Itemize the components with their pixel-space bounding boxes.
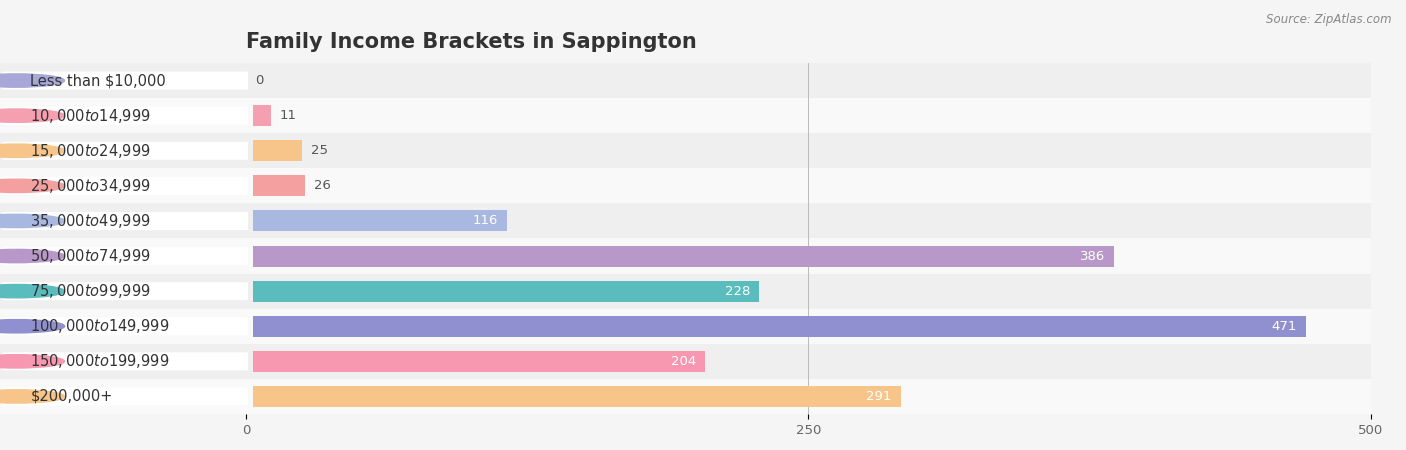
Text: $10,000 to $14,999: $10,000 to $14,999 — [31, 107, 152, 125]
Circle shape — [0, 355, 65, 368]
Circle shape — [0, 109, 65, 122]
FancyBboxPatch shape — [3, 107, 247, 125]
Bar — [0, 274, 253, 309]
Text: 11: 11 — [280, 109, 297, 122]
Text: 291: 291 — [866, 390, 891, 403]
Text: 386: 386 — [1080, 250, 1105, 262]
Bar — [246, 238, 1371, 274]
FancyBboxPatch shape — [3, 317, 247, 335]
Bar — [246, 274, 1371, 309]
Text: Less than $10,000: Less than $10,000 — [31, 73, 166, 88]
Text: 25: 25 — [311, 144, 328, 157]
Bar — [246, 386, 901, 407]
FancyBboxPatch shape — [3, 177, 247, 195]
Bar — [0, 168, 253, 203]
Bar — [246, 98, 1371, 133]
Circle shape — [0, 249, 65, 263]
Text: $200,000+: $200,000+ — [31, 389, 112, 404]
Bar — [246, 133, 1371, 168]
Text: 26: 26 — [314, 180, 330, 192]
Bar — [0, 98, 253, 133]
FancyBboxPatch shape — [3, 282, 247, 300]
Bar — [246, 316, 1306, 337]
Bar — [246, 344, 1371, 379]
Text: $100,000 to $149,999: $100,000 to $149,999 — [31, 317, 170, 335]
Text: $15,000 to $24,999: $15,000 to $24,999 — [31, 142, 152, 160]
Bar — [246, 351, 704, 372]
Bar — [246, 379, 1371, 414]
Circle shape — [0, 144, 65, 158]
Bar — [246, 140, 302, 161]
Bar — [0, 238, 253, 274]
Text: Family Income Brackets in Sappington: Family Income Brackets in Sappington — [246, 32, 697, 51]
Bar — [0, 309, 253, 344]
FancyBboxPatch shape — [3, 72, 247, 90]
Circle shape — [0, 390, 65, 403]
Bar — [246, 105, 271, 126]
Bar — [246, 246, 1115, 266]
Text: 204: 204 — [671, 355, 696, 368]
FancyBboxPatch shape — [3, 352, 247, 370]
Text: 228: 228 — [724, 285, 749, 297]
Bar — [0, 379, 253, 414]
Text: $25,000 to $34,999: $25,000 to $34,999 — [31, 177, 152, 195]
FancyBboxPatch shape — [3, 142, 247, 160]
Text: $75,000 to $99,999: $75,000 to $99,999 — [31, 282, 152, 300]
Bar — [246, 63, 1371, 98]
Text: Source: ZipAtlas.com: Source: ZipAtlas.com — [1267, 14, 1392, 27]
Text: 0: 0 — [254, 74, 263, 87]
FancyBboxPatch shape — [3, 212, 247, 230]
Bar — [0, 203, 253, 238]
Circle shape — [0, 214, 65, 228]
Text: $150,000 to $199,999: $150,000 to $199,999 — [31, 352, 170, 370]
Text: 116: 116 — [472, 215, 498, 227]
Text: $50,000 to $74,999: $50,000 to $74,999 — [31, 247, 152, 265]
Bar — [0, 63, 253, 98]
Bar — [246, 176, 305, 196]
Bar — [246, 168, 1371, 203]
Circle shape — [0, 179, 65, 193]
Circle shape — [0, 74, 65, 87]
Bar — [246, 281, 759, 302]
Bar — [246, 211, 508, 231]
Bar — [0, 344, 253, 379]
Circle shape — [0, 284, 65, 298]
FancyBboxPatch shape — [3, 387, 247, 405]
Bar — [0, 133, 253, 168]
Circle shape — [0, 320, 65, 333]
Bar — [246, 309, 1371, 344]
Bar — [246, 203, 1371, 238]
Text: 471: 471 — [1271, 320, 1296, 333]
FancyBboxPatch shape — [3, 247, 247, 265]
Text: $35,000 to $49,999: $35,000 to $49,999 — [31, 212, 152, 230]
